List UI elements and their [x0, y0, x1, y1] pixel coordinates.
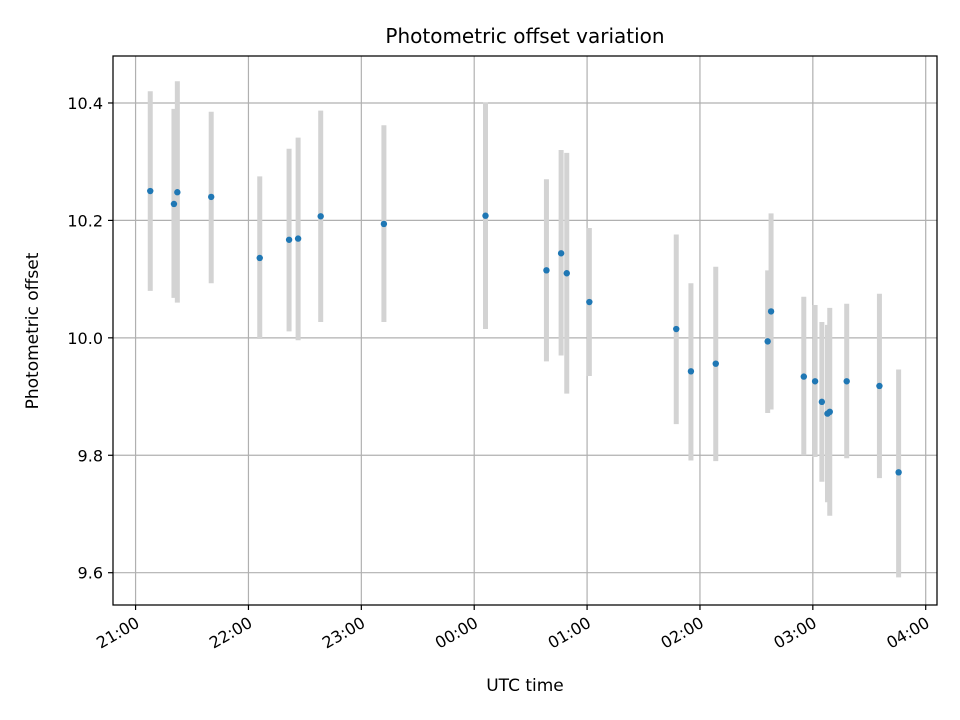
data-points: [147, 187, 902, 476]
data-point: [147, 187, 154, 195]
y-tick-label: 9.6: [78, 564, 103, 583]
plot-area: [113, 56, 937, 605]
chart-title: Photometric offset variation: [385, 24, 664, 48]
data-point: [764, 338, 771, 345]
data-point: [482, 212, 489, 219]
data-point: [811, 378, 819, 385]
plot-frame: [112, 55, 938, 606]
y-tick-label: 10.4: [67, 94, 103, 113]
data-point: [174, 189, 181, 196]
data-point: [818, 398, 826, 406]
data-point: [563, 270, 570, 277]
data-point: [895, 469, 902, 476]
data-point: [208, 193, 215, 201]
data-point: [586, 298, 593, 306]
data-point: [826, 408, 833, 416]
data-point: [843, 378, 850, 385]
data-point: [687, 368, 695, 375]
y-tick-label: 10.0: [67, 329, 103, 348]
y-tick-label: 9.8: [78, 446, 103, 465]
data-point: [294, 235, 302, 242]
data-point: [712, 360, 719, 367]
x-axis-label: UTC time: [486, 676, 564, 696]
data-point: [380, 220, 388, 228]
data-point: [170, 200, 178, 208]
data-point: [543, 267, 550, 274]
data-point: [876, 382, 883, 390]
data-point: [285, 236, 293, 243]
y-axis-label: Photometric offset: [23, 252, 43, 409]
data-point: [317, 213, 324, 220]
data-point: [767, 308, 775, 315]
data-point: [673, 325, 680, 333]
data-point: [800, 373, 808, 380]
y-axis-ticks: 9.6 9.8 10.0 10.2 10.4: [67, 94, 113, 583]
data-point: [256, 254, 263, 262]
y-tick-label: 10.2: [67, 211, 103, 230]
data-point: [557, 250, 565, 257]
